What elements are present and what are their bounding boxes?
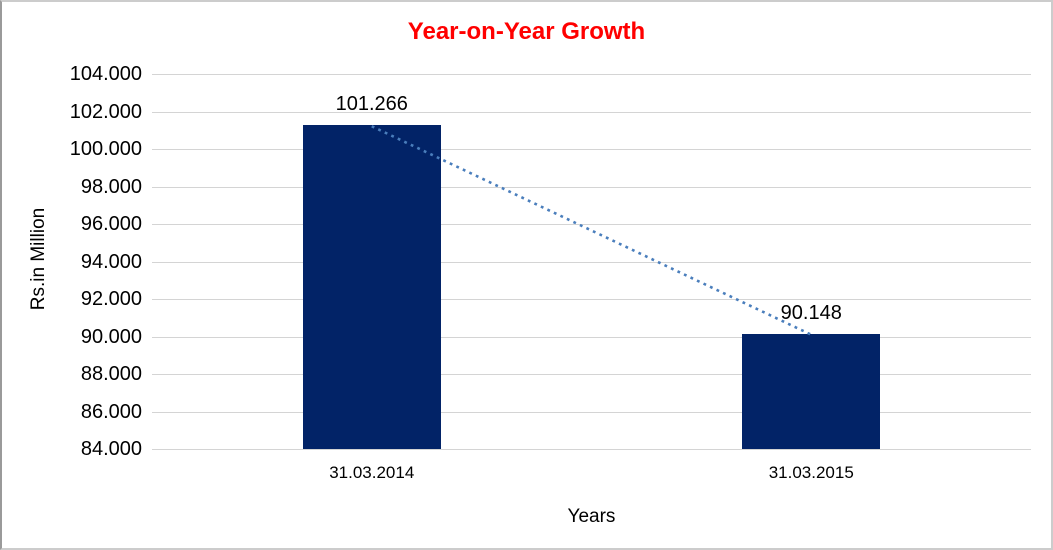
y-tick-label: 88.000 <box>80 363 142 385</box>
y-tick-label: 104.000 <box>69 63 142 85</box>
y-tick-label: 90.000 <box>80 325 142 348</box>
gridline <box>152 411 1031 413</box>
x-tick-label: 31.03.2015 <box>768 463 854 482</box>
bar-31.03.2014 <box>302 125 441 449</box>
y-tick-label: 92.000 <box>80 288 142 310</box>
bar-31.03.2015 <box>742 333 881 449</box>
data-label: 101.266 <box>335 93 408 116</box>
data-label: 90.148 <box>780 301 842 324</box>
x-tick-label: 31.03.2014 <box>329 463 415 482</box>
gridline <box>152 74 1031 75</box>
gridline <box>152 261 1031 263</box>
y-tick-label: 84.000 <box>80 438 142 460</box>
y-tick-label: 86.000 <box>80 400 142 423</box>
gridline <box>152 374 1031 375</box>
y-tick-label: 96.000 <box>80 213 142 235</box>
gridline <box>152 149 1031 150</box>
y-tick-label: 100.000 <box>69 138 142 160</box>
gridline <box>152 449 1031 450</box>
gridline <box>152 186 1031 188</box>
y-tick-label: 94.000 <box>80 250 142 273</box>
chart-title: Year-on-Year Growth <box>407 18 646 45</box>
y-tick-label: 102.000 <box>69 100 142 123</box>
gridline <box>152 299 1031 300</box>
gridline <box>152 111 1031 113</box>
gridline <box>152 224 1031 225</box>
gridline <box>152 336 1031 338</box>
plot-area <box>152 74 1031 450</box>
x-axis-title: Years <box>567 506 616 527</box>
y-tick-label: 98.000 <box>80 175 142 198</box>
